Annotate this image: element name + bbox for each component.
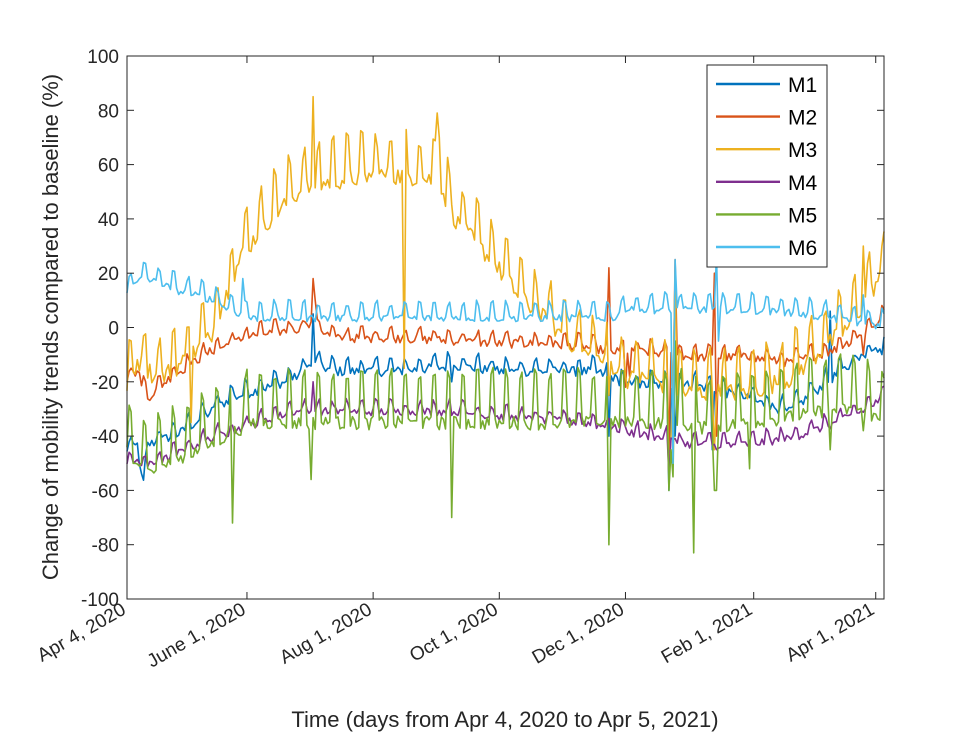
series-line-m4	[126, 380, 885, 478]
legend-label-m3: M3	[788, 139, 817, 162]
axes-layer	[126, 55, 885, 600]
y-tick-label: 100	[87, 47, 119, 68]
series-line-m1	[126, 310, 885, 492]
y-tick-label: -80	[92, 536, 119, 557]
y-tick-label: 80	[98, 101, 119, 122]
series-layer	[126, 95, 885, 554]
series-line-m3	[126, 95, 885, 478]
legend-label-m4: M4	[788, 172, 817, 195]
legend-label-m2: M2	[788, 107, 817, 130]
y-tick-label: 40	[98, 210, 119, 231]
y-tick-label: -40	[92, 427, 119, 448]
legend-box	[706, 64, 828, 268]
y-tick-label: 0	[108, 319, 119, 340]
legend-label-m1: M1	[788, 74, 817, 97]
y-tick-label: -20	[92, 373, 119, 394]
x-axis-title: Time (days from Apr 4, 2020 to Apr 5, 20…	[291, 707, 718, 732]
series-line-m5	[126, 340, 885, 554]
y-tick-label: -100	[81, 590, 119, 611]
y-tick-label: 20	[98, 264, 119, 285]
y-tick-label: 60	[98, 156, 119, 177]
series-line-m2	[126, 258, 885, 451]
legend-label-m6: M6	[788, 237, 817, 260]
series-line-m6	[126, 253, 885, 465]
y-tick-label: -60	[92, 481, 119, 502]
legend: M1 M2 M3 M4 M5 M6	[706, 64, 828, 268]
legend-items: M1 M2 M3 M4 M5 M6	[716, 74, 817, 260]
legend-label-m5: M5	[788, 204, 817, 227]
y-axis-title: Change of mobility trends compared to ba…	[38, 74, 63, 580]
